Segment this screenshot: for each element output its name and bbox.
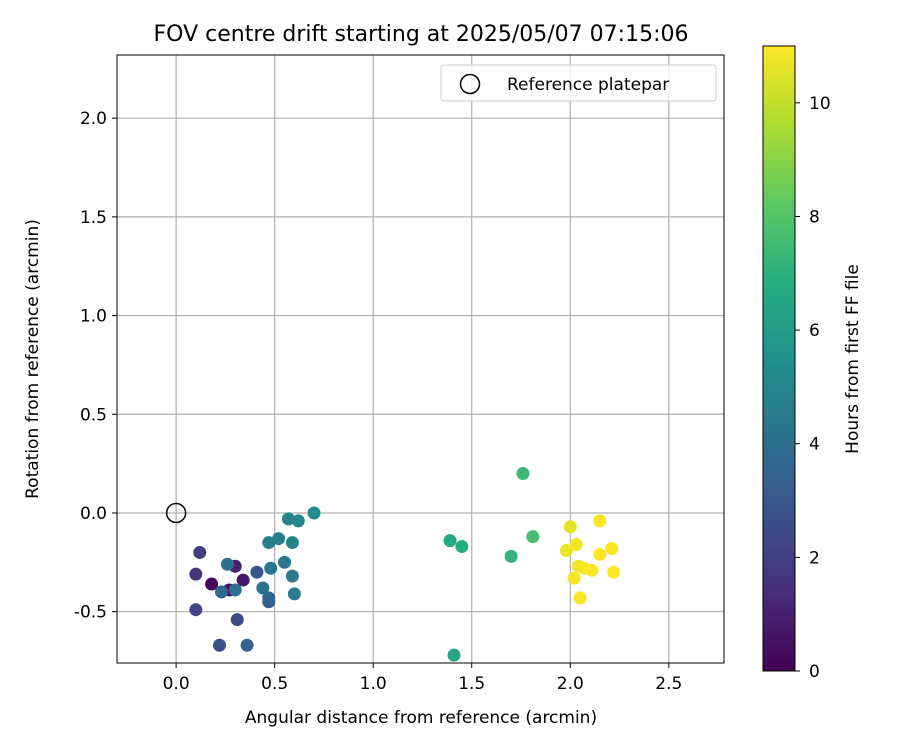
y-tick-label: -0.5 bbox=[74, 603, 107, 623]
legend-entry-label: Reference platepar bbox=[507, 75, 669, 95]
plot-frame bbox=[116, 54, 725, 664]
x-tick-label: 1.0 bbox=[360, 674, 387, 694]
data-point bbox=[189, 603, 203, 617]
data-point bbox=[605, 542, 619, 556]
data-point bbox=[559, 543, 573, 557]
colorbar-tick-label: 8 bbox=[809, 207, 820, 227]
data-point bbox=[230, 613, 244, 627]
colorbar: 0 2 4 6 8 10 Hours from first FF file bbox=[762, 45, 863, 682]
reference-marker-layer bbox=[165, 502, 187, 524]
data-point bbox=[455, 540, 469, 554]
data-point bbox=[272, 532, 286, 546]
x-tick-label: 2.0 bbox=[557, 674, 584, 694]
data-point bbox=[291, 514, 305, 528]
grid bbox=[117, 55, 724, 663]
reference-platepar-marker bbox=[165, 502, 187, 524]
data-point bbox=[281, 512, 295, 526]
data-point bbox=[193, 545, 207, 559]
data-point bbox=[236, 573, 250, 587]
data-point bbox=[212, 638, 226, 652]
data-point bbox=[220, 557, 234, 571]
data-point bbox=[593, 514, 607, 528]
x-tick-label: 0.5 bbox=[261, 674, 288, 694]
data-point bbox=[262, 591, 276, 605]
y-tick-label: 0.0 bbox=[80, 504, 107, 524]
colorbar-label: Hours from first FF file bbox=[843, 264, 863, 454]
data-point bbox=[262, 536, 276, 550]
data-point bbox=[307, 506, 321, 520]
colorbar-tick-label: 6 bbox=[809, 321, 820, 341]
data-points bbox=[189, 466, 621, 662]
y-axis-ticks: -0.5 0.0 0.5 1.0 1.5 2.0 bbox=[74, 109, 117, 623]
data-point bbox=[443, 534, 457, 548]
data-point bbox=[504, 549, 518, 563]
data-point bbox=[205, 577, 219, 591]
data-point bbox=[214, 585, 228, 599]
legend-box bbox=[440, 64, 717, 102]
data-point bbox=[278, 555, 292, 569]
data-point bbox=[250, 565, 264, 579]
data-point bbox=[585, 563, 599, 577]
data-point bbox=[240, 638, 254, 652]
y-axis-label: Rotation from reference (arcmin) bbox=[23, 219, 43, 499]
y-tick-label: 2.0 bbox=[80, 109, 107, 129]
colorbar-tick-label: 4 bbox=[809, 435, 820, 455]
x-axis-label: Angular distance from reference (arcmin) bbox=[245, 708, 597, 728]
colorbar-tick-label: 10 bbox=[809, 94, 831, 114]
legend-marker-icon bbox=[459, 73, 481, 95]
chart-title: FOV centre drift starting at 2025/05/07 … bbox=[154, 22, 689, 47]
colorbar-tick-label: 2 bbox=[809, 548, 820, 568]
colorbar-gradient bbox=[762, 45, 796, 672]
data-point bbox=[567, 571, 581, 585]
x-tick-label: 1.5 bbox=[458, 674, 485, 694]
x-tick-label: 0.0 bbox=[163, 674, 190, 694]
y-tick-label: 1.0 bbox=[80, 307, 107, 327]
data-point bbox=[256, 581, 270, 595]
data-point bbox=[228, 583, 242, 597]
data-point bbox=[516, 466, 530, 480]
data-point bbox=[285, 569, 299, 583]
y-tick-label: 1.5 bbox=[80, 208, 107, 228]
data-point bbox=[287, 587, 301, 601]
y-tick-label: 0.5 bbox=[80, 405, 107, 425]
data-point bbox=[264, 561, 278, 575]
data-point bbox=[593, 547, 607, 561]
colorbar-ticks: 0 2 4 6 8 10 bbox=[795, 94, 831, 682]
x-tick-label: 2.5 bbox=[655, 674, 682, 694]
legend: Reference platepar bbox=[440, 64, 717, 102]
data-point bbox=[607, 565, 621, 579]
data-point bbox=[526, 530, 540, 544]
data-point bbox=[569, 538, 583, 552]
data-point bbox=[447, 648, 461, 662]
x-axis-ticks: 0.0 0.5 1.0 1.5 2.0 2.5 bbox=[163, 663, 682, 694]
data-point bbox=[189, 567, 203, 581]
data-point bbox=[285, 536, 299, 550]
data-point bbox=[563, 520, 577, 534]
colorbar-tick-label: 0 bbox=[809, 662, 820, 682]
data-point bbox=[573, 591, 587, 605]
